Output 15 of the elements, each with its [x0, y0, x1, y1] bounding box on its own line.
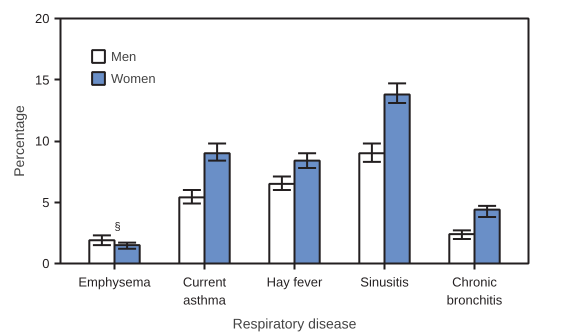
- y-tick-label: 20: [35, 11, 50, 26]
- x-tick-label: Emphysema: [78, 274, 152, 290]
- y-axis-title: Percentage: [11, 104, 28, 177]
- annotation: §: [114, 220, 121, 233]
- y-tick-label: 0: [42, 256, 50, 271]
- y-tick-label: 5: [42, 194, 50, 210]
- x-tick-label: Current asthma: [182, 274, 227, 308]
- y-tick-label: 15: [35, 72, 50, 88]
- x-tick-label: Chronic bronchitis: [446, 274, 503, 308]
- legend-label: Women: [111, 70, 156, 86]
- legend-label: Men: [111, 48, 136, 64]
- x-axis-title: Respiratory disease: [232, 316, 357, 332]
- x-tick-label: Sinusitis: [360, 274, 410, 290]
- y-tick-label: 10: [35, 134, 50, 148]
- x-tick-label: Hay fever: [266, 274, 323, 290]
